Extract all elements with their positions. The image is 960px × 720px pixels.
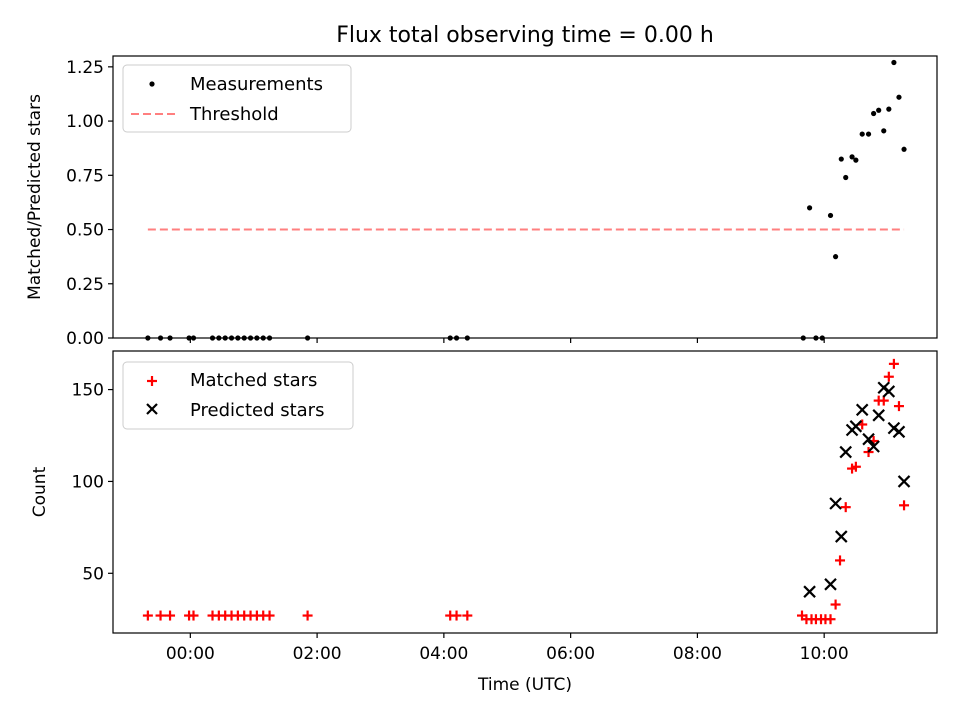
legend-measurements-label: Measurements <box>190 74 323 95</box>
measurement-point <box>849 154 855 160</box>
x-tick-label: 00:00 <box>166 644 215 664</box>
predicted-stars-point <box>862 432 875 446</box>
matched-stars-point <box>188 610 199 621</box>
matched-stars-point <box>302 610 313 621</box>
predicted-stars-point <box>855 403 869 417</box>
predicted-stars-point <box>829 497 842 510</box>
legend-matched-label: Matched stars <box>190 370 317 391</box>
measurement-point <box>891 59 897 66</box>
matched-stars-point <box>462 610 473 621</box>
measurement-point <box>886 106 892 112</box>
predicted-stars-point <box>882 385 896 398</box>
legend-matched-marker <box>147 376 157 386</box>
matched-stars-point <box>142 610 153 621</box>
chart-title: Flux total observing time = 0.00 h <box>336 23 714 48</box>
x-tick-label: 02:00 <box>293 644 342 664</box>
top-legend: Measurements Threshold <box>122 64 352 133</box>
top-plot-area: 0.00 0.25 0.50 0.75 1.00 1.25 <box>66 58 907 349</box>
predicted-stars-point <box>892 425 906 439</box>
y-tick-label: 150 <box>72 381 104 401</box>
matched-stars-point <box>840 502 851 513</box>
top-y-axis-label: Matched/Predicted stars <box>25 94 45 300</box>
measurement-point <box>881 128 887 134</box>
legend-predicted-label: Predicted stars <box>190 400 324 421</box>
measurement-point <box>832 254 839 260</box>
measurement-point <box>865 131 872 137</box>
predicted-stars-point <box>867 440 880 453</box>
y-tick-label: 0.50 <box>66 221 104 241</box>
y-tick-label: 100 <box>72 472 104 492</box>
predicted-stars-point <box>849 420 863 433</box>
y-tick-label: 1.00 <box>66 112 104 132</box>
y-tick-label: 0.25 <box>66 275 104 295</box>
top-legend-box <box>122 64 352 133</box>
legend-threshold-label: Threshold <box>189 104 279 125</box>
predicted-stars-point <box>872 409 885 422</box>
x-axis-label: Time (UTC) <box>477 675 572 695</box>
matched-stars-point <box>883 371 894 382</box>
measurement-point <box>859 131 865 137</box>
predicted-stars-point <box>839 445 853 459</box>
predicted-stars-point <box>897 475 911 488</box>
measurement-point <box>876 107 882 113</box>
predicted-stars-point <box>824 578 837 591</box>
matched-stars-point <box>451 610 462 621</box>
measurement-point <box>853 157 859 163</box>
matched-stars-point <box>888 358 899 369</box>
y-tick-label: 0.00 <box>66 329 104 349</box>
matched-stars-point <box>835 555 846 566</box>
bottom-y-axis-label: Count <box>30 466 50 517</box>
measurement-point <box>896 94 902 100</box>
x-tick-label: 06:00 <box>546 644 595 664</box>
bottom-legend: Matched stars Predicted stars <box>122 361 354 430</box>
bottom-legend-box <box>122 361 354 430</box>
y-tick-label: 50 <box>82 564 104 584</box>
y-tick-label: 1.25 <box>66 58 104 78</box>
matched-stars-point <box>830 599 841 610</box>
measurement-point <box>806 205 813 211</box>
measurement-point <box>827 212 834 219</box>
matched-stars-point <box>850 461 861 472</box>
measurement-point <box>901 146 907 152</box>
x-tick-label: 08:00 <box>673 644 722 664</box>
matched-stars-point <box>899 500 910 511</box>
y-tick-label: 0.75 <box>66 166 104 186</box>
predicted-stars-point <box>803 585 816 598</box>
x-tick-label: 10:00 <box>800 644 849 664</box>
matched-stars-point <box>893 401 904 412</box>
legend-measurements-marker <box>149 81 155 87</box>
bottom-plot-area: 50 100 150 00:00 02:00 04:00 06:00 08:00 10:00 <box>72 358 911 664</box>
measurement-point <box>871 110 877 117</box>
predicted-stars-point <box>835 530 848 543</box>
top-axes-frame <box>112 55 938 339</box>
matched-stars-point <box>155 610 166 621</box>
legend-predicted-marker <box>146 403 158 415</box>
matched-stars-point <box>165 610 176 621</box>
measurement-point <box>843 174 849 181</box>
measurement-point <box>838 156 844 162</box>
matched-stars-point <box>264 610 275 621</box>
bottom-axes-frame <box>112 350 938 634</box>
x-tick-label: 04:00 <box>419 644 468 664</box>
matched-stars-point <box>825 614 836 625</box>
